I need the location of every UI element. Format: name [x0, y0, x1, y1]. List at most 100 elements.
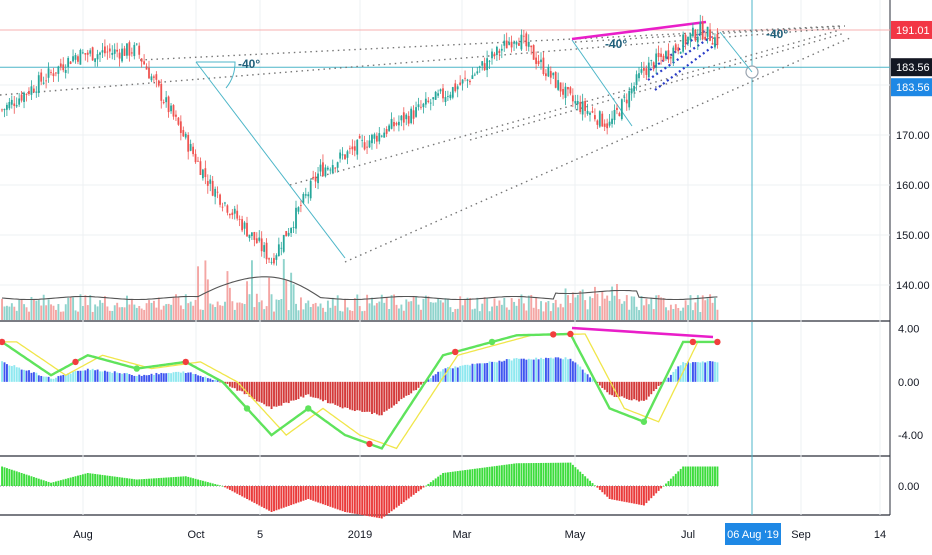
volume-bar [57, 304, 60, 320]
candle-body [679, 51, 682, 54]
candle-body [579, 101, 582, 113]
oscillator-2-bar [253, 486, 256, 503]
volume-bar [481, 303, 484, 320]
angle-arc [196, 61, 236, 89]
oscillator-histogram-bar [326, 381, 329, 404]
candle-body [606, 123, 609, 129]
volume-bar [69, 296, 72, 320]
candle-body [177, 117, 180, 125]
oscillator-2-bar [422, 486, 425, 488]
candle-body [47, 68, 50, 78]
oscillator-2-bar [89, 473, 92, 486]
oscillator-histogram-bar [69, 373, 72, 382]
oscillator-histogram-bar [23, 369, 26, 382]
volume-bar [581, 289, 584, 320]
oscillator-2-bar [341, 486, 344, 512]
candle-body [219, 194, 221, 205]
oscillator-2-bar [216, 484, 219, 486]
volume-bar [687, 305, 689, 320]
oscillator-2-bar [611, 486, 614, 500]
candle-body [662, 55, 665, 62]
oscillator-2-bar [69, 477, 72, 486]
volume-bar [10, 303, 13, 320]
volume-bar [505, 307, 508, 320]
candle-body [630, 88, 633, 94]
volume-bar [263, 309, 266, 320]
candle-body [706, 26, 709, 37]
volume-bar [716, 309, 719, 320]
volume-bar [552, 303, 555, 320]
candle-body [496, 46, 498, 56]
candle-body [451, 87, 454, 98]
oscillator-histogram-bar [677, 366, 680, 382]
oscillator-2-bar [672, 476, 675, 486]
candle-body [464, 77, 466, 79]
oscillator-histogram-bar [52, 378, 55, 382]
oscillator-histogram-bar [608, 381, 611, 395]
oscillator-2-bar [469, 469, 471, 486]
volume-bar [1, 298, 3, 320]
oscillator-2-bar [696, 466, 699, 486]
candle-body [248, 234, 251, 239]
oscillator-2-bar [307, 486, 310, 499]
volume-bar [130, 298, 133, 320]
volume-bar [99, 300, 101, 320]
oscillator-2-bar [126, 478, 128, 486]
oscillator-2-bar [23, 473, 26, 486]
candle-body [81, 52, 84, 54]
volume-bar [339, 310, 342, 320]
oscillator-cross-dot [133, 365, 140, 372]
oscillator-histogram-bar [216, 380, 219, 382]
candlestick-series [1, 14, 719, 266]
oscillator-histogram-bar [547, 358, 550, 382]
volume-bar [596, 293, 599, 320]
candle-body [427, 100, 430, 103]
oscillator-2-bar [322, 486, 324, 505]
volume-bar [37, 299, 40, 320]
oscillator-2-bar [652, 486, 655, 496]
oscillator-histogram-bar [464, 364, 467, 382]
volume-bar [101, 302, 104, 320]
candle-body [603, 123, 606, 127]
candle-body [415, 107, 417, 117]
oscillator-histogram-bar [138, 374, 141, 382]
volume-bar [135, 307, 138, 320]
volume-bar [79, 294, 82, 320]
oscillator-histogram-bar [300, 381, 302, 397]
candle-body [40, 72, 43, 82]
candle-body [520, 34, 523, 50]
volume-bar [3, 306, 6, 320]
oscillator-2-bar [150, 478, 153, 486]
oscillator-histogram-bar [238, 381, 241, 391]
oscillator-histogram-bar [99, 371, 101, 382]
oscillator-histogram-bar [211, 379, 214, 382]
candle-body [135, 43, 138, 45]
oscillator-histogram-bar [706, 361, 709, 382]
oscillator-2-bar [3, 467, 6, 486]
oscillator-2-bar [67, 478, 70, 486]
candle-body [258, 237, 261, 241]
candle-body [684, 35, 687, 45]
volume-bar [549, 311, 552, 320]
candle-body [380, 135, 383, 137]
candle-body [42, 82, 45, 84]
oscillator-2-bar [682, 466, 685, 486]
oscillator-histogram-bar [704, 362, 707, 382]
oscillator-histogram-bar [133, 375, 136, 382]
dotted-channel-line [139, 25, 841, 61]
candle-body [701, 22, 704, 39]
oscillator-histogram-bar [579, 366, 582, 382]
oscillator-2-bar [515, 463, 518, 486]
oscillator-histogram-bar [3, 362, 6, 382]
oscillator-histogram-bar [498, 360, 501, 382]
candle-body [292, 227, 295, 228]
oscillator-2-bar [59, 480, 62, 486]
oscillator-histogram-bar [449, 367, 452, 382]
candle-body [59, 63, 62, 67]
oscillator-2-bar [265, 486, 268, 510]
oscillator-histogram-bar [383, 381, 386, 412]
oscillator-2-tick-label: 0.00 [898, 481, 919, 493]
oscillator-2-bar [557, 462, 560, 486]
